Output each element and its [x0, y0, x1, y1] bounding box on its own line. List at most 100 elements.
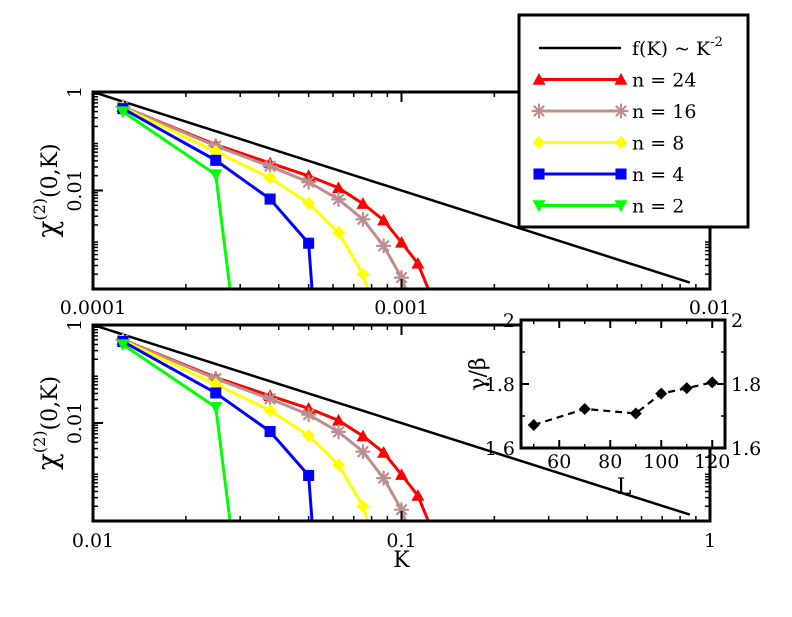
data-point	[356, 197, 370, 209]
data-point	[332, 458, 346, 472]
y-axis-title-superscript: (2)	[30, 430, 49, 453]
data-point	[262, 158, 278, 174]
x-axis-title: K	[393, 548, 410, 573]
data-point	[116, 106, 130, 119]
y-axis-title: χ(2)(0,K)	[30, 376, 64, 470]
legend-marker	[532, 136, 546, 149]
x-tick-label: 0.1	[386, 530, 416, 552]
legend-box	[517, 13, 750, 229]
legend-marker	[615, 168, 627, 180]
data-point	[330, 424, 347, 440]
y-axis-title: χ(2)(0,K)	[30, 143, 64, 237]
data-point	[263, 403, 277, 417]
data-point	[303, 237, 315, 249]
legend-marker	[532, 200, 546, 212]
bottom-panel: 0.01 0.1 1 0.01 1 χ(2)(0,K) K	[30, 319, 716, 573]
y-tick-label: 1	[64, 86, 86, 98]
series-line-n24	[122, 338, 430, 521]
x-tick-label: 0.001	[374, 297, 428, 319]
data-point	[301, 407, 317, 423]
x-tick-label: 0.01	[689, 297, 731, 319]
data-point	[264, 425, 276, 438]
data-point	[377, 213, 391, 226]
legend-reference-exponent: -2	[710, 35, 723, 50]
data-point	[376, 470, 392, 486]
data-point	[332, 226, 346, 240]
y-axis-title-symbol: χ	[31, 453, 64, 470]
data-point	[262, 391, 278, 407]
data-point	[302, 196, 316, 210]
legend-marker	[613, 103, 629, 119]
inset-data-point	[629, 407, 642, 420]
data-point	[210, 154, 222, 166]
data-point	[355, 444, 371, 460]
legend-marker	[533, 168, 545, 180]
data-point	[209, 169, 223, 182]
data-point	[332, 181, 346, 194]
inset-data-point	[578, 402, 591, 415]
data-point	[210, 387, 222, 399]
legend-marker	[614, 200, 628, 212]
y-axis-title-arguments: (0,K)	[38, 376, 63, 431]
data-point	[395, 468, 408, 480]
inset-y-tick-label-right: 1.6	[731, 438, 761, 460]
inset-data-point	[655, 387, 668, 400]
legend-reference-label: f(K) ~ K-2	[632, 35, 723, 60]
reference-line	[93, 325, 691, 516]
legend-marker	[614, 73, 628, 85]
inset-y-tick-label-left: 2	[503, 310, 515, 332]
y-tick-label: 0.01	[64, 169, 86, 211]
inset-x-tick-label: 60	[547, 451, 571, 473]
data-point	[411, 489, 425, 501]
inset-x-axis-title: L	[617, 475, 632, 500]
legend-reference-text: f(K) ~ K	[632, 38, 711, 60]
data-point	[209, 144, 223, 158]
inset-series-line	[533, 381, 713, 427]
top-plot-area	[93, 92, 691, 289]
legend: f(K) ~ K-2 n = 24 n = 16 n = 8 n = 4 n = 2	[517, 13, 750, 229]
legend-marker	[532, 73, 546, 85]
data-point	[356, 499, 370, 513]
x-tick-label: 0.01	[72, 530, 114, 552]
inset-y-axis-title: γ/β	[466, 357, 491, 390]
data-point	[377, 446, 391, 458]
inset-frame	[519, 318, 727, 450]
data-point	[264, 193, 276, 205]
data-point	[330, 191, 347, 207]
data-point	[332, 413, 346, 426]
data-point	[303, 469, 315, 481]
data-point	[301, 174, 317, 190]
legend-label: n = 24	[632, 70, 696, 92]
data-point	[411, 256, 425, 269]
data-point	[356, 267, 370, 281]
y-tick-label: 1	[64, 319, 86, 331]
inset-x-tick-label: 100	[643, 451, 679, 473]
inset-data-point	[680, 382, 693, 395]
legend-marker	[531, 103, 547, 119]
inset-y-tick-label-left: 1.8	[485, 374, 515, 396]
x-tick-label: 1	[704, 530, 716, 552]
legend-label: n = 4	[632, 164, 684, 186]
y-axis-title-arguments: (0,K)	[38, 143, 63, 198]
data-point	[116, 339, 130, 351]
inset-data-point	[706, 376, 719, 389]
legend-label: n = 16	[632, 101, 696, 123]
data-point	[395, 235, 408, 248]
data-point	[355, 211, 371, 227]
data-point	[209, 377, 223, 391]
inset-y-tick-label-right: 1.8	[731, 374, 761, 396]
data-point	[356, 429, 370, 442]
data-point	[209, 402, 223, 414]
inset-y-tick-label-right: 2	[731, 310, 743, 332]
y-tick-label: 0.01	[64, 402, 86, 444]
y-axis-title-symbol: χ	[31, 221, 64, 238]
reference-line	[93, 92, 691, 284]
inset-y-tick-label-left: 1.6	[485, 438, 515, 460]
legend-label: n = 2	[632, 196, 684, 218]
inset-data-point	[527, 418, 540, 431]
data-point	[302, 429, 316, 443]
data-point	[376, 238, 392, 254]
legend-label: n = 8	[632, 133, 684, 155]
